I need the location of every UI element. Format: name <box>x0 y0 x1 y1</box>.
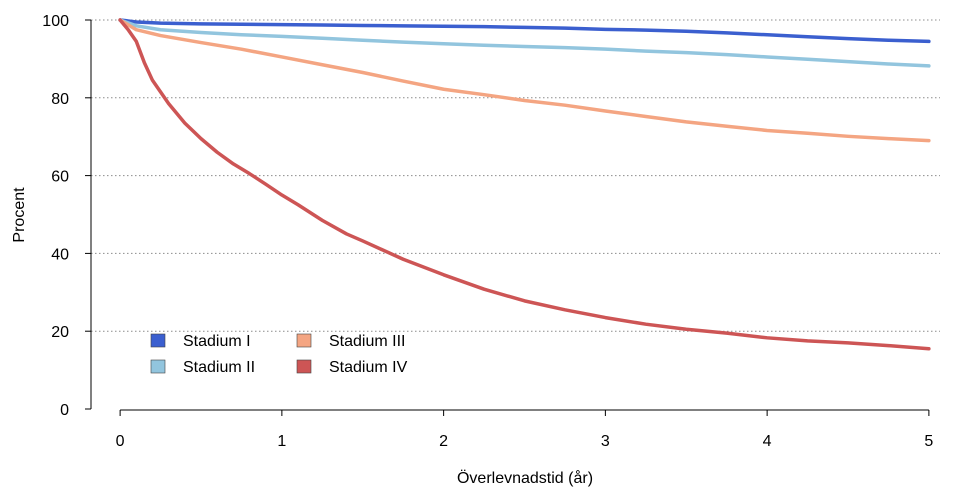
legend-label-2: Stadium II <box>183 359 255 376</box>
legend-swatch-4 <box>296 359 312 374</box>
y-tick-label: 100 <box>42 13 69 30</box>
series-lines <box>118 18 931 351</box>
legend-label-3: Stadium III <box>329 333 405 350</box>
y-tick-label: 0 <box>60 402 69 419</box>
legend-label-4: Stadium IV <box>329 359 408 376</box>
axes <box>90 20 929 411</box>
grid <box>91 19 940 332</box>
series-line-4 <box>118 18 931 351</box>
y-axis-title: Procent <box>11 187 28 243</box>
x-axis-ticks: 0 1 2 3 4 5 <box>116 410 933 450</box>
y-axis-ticks: 0 20 40 60 80 100 <box>42 13 91 419</box>
series-line-1 <box>118 18 931 44</box>
x-tick-label: 0 <box>116 433 125 450</box>
legend-label-1: Stadium I <box>183 333 251 350</box>
x-axis-title: Överlevnadstid (år) <box>457 469 593 487</box>
y-tick-label: 60 <box>51 169 69 186</box>
legend: Stadium I Stadium II Stadium III Stadium IV <box>150 333 408 376</box>
series-line-3 <box>118 18 931 143</box>
x-tick-label: 1 <box>277 433 286 450</box>
x-tick-label: 4 <box>763 433 772 450</box>
legend-swatch-1 <box>150 333 166 348</box>
series-line-2 <box>118 18 931 68</box>
x-tick-label: 2 <box>439 433 448 450</box>
legend-swatch-2 <box>150 359 166 374</box>
x-tick-label: 5 <box>924 433 933 450</box>
y-tick-label: 40 <box>51 246 69 263</box>
y-tick-label: 80 <box>51 91 69 108</box>
y-tick-label: 20 <box>51 324 69 341</box>
x-tick-label: 3 <box>601 433 610 450</box>
legend-swatch-3 <box>296 333 312 348</box>
